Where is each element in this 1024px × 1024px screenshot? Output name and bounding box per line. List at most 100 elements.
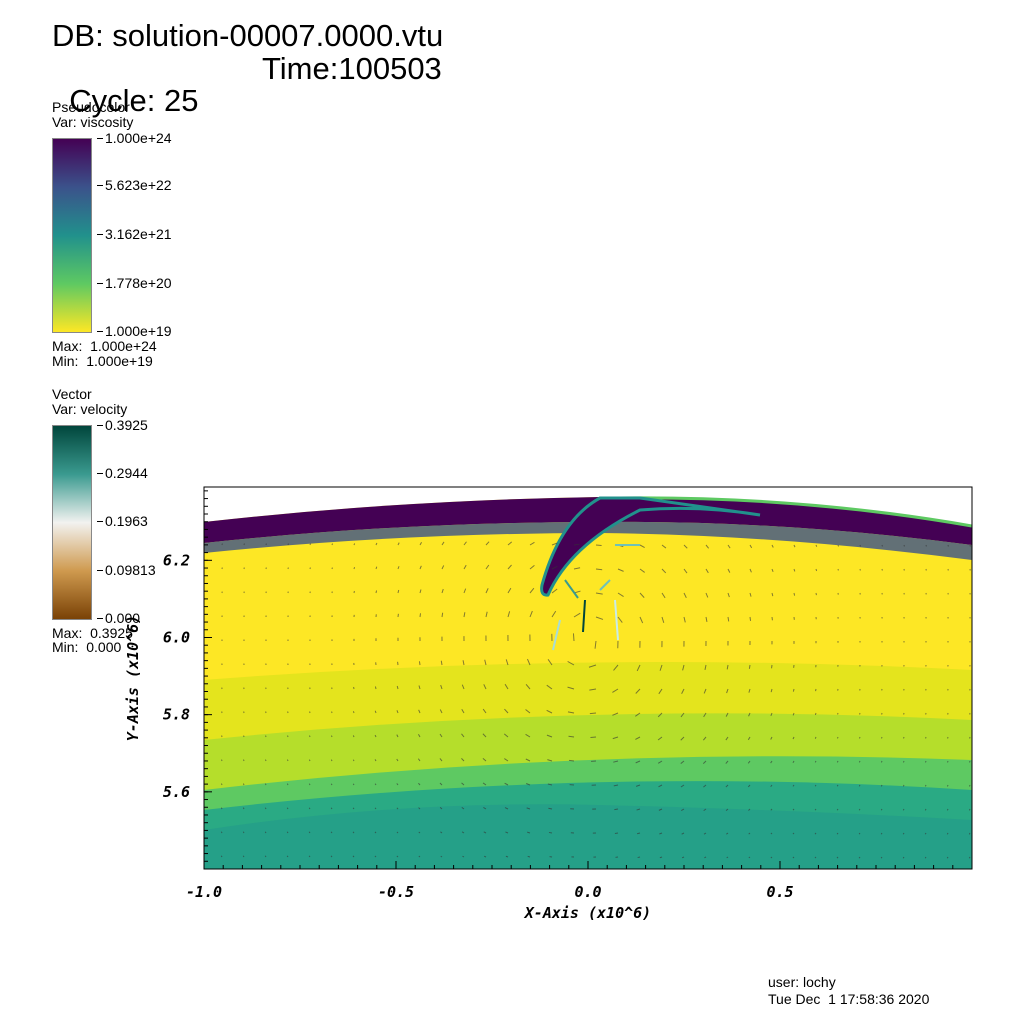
viscosity-colorbar [52, 138, 92, 333]
velocity-glyph [858, 784, 861, 787]
velocity-glyph [525, 709, 531, 714]
velocity-glyph [419, 565, 422, 570]
velocity-glyph [505, 831, 509, 834]
velocity-glyph [264, 831, 267, 834]
velocity-glyph [725, 808, 729, 811]
velocity-glyph [792, 856, 795, 859]
velocity-glyph [352, 759, 355, 762]
velocity-glyph [461, 806, 465, 810]
velocity-glyph [441, 612, 444, 618]
velocity-glyph [639, 568, 645, 573]
velocity-glyph [748, 712, 751, 717]
velocity-glyph [924, 784, 927, 787]
velocity-glyph [836, 808, 839, 811]
y-tick-label: 6.0 [163, 628, 190, 646]
velocity-glyph [946, 832, 949, 835]
velocity-tick: 0.09813 [97, 562, 156, 578]
velocity-glyph [507, 587, 512, 594]
velocity-glyph [680, 736, 685, 741]
velocity-glyph [220, 807, 223, 810]
velocity-glyph [636, 832, 641, 835]
lithosphere-transition [204, 521, 972, 560]
velocity-glyph [748, 808, 751, 811]
velocity-glyph [485, 611, 488, 618]
velocity-glyph [658, 688, 663, 695]
velocity-glyph [374, 710, 377, 714]
velocity-glyph [681, 688, 685, 694]
viscosity-tick: 1.778e+20 [97, 275, 172, 291]
velocity-glyph [814, 760, 817, 763]
velocity-glyph [546, 709, 553, 714]
velocity-glyph [526, 658, 531, 666]
velocity-glyph [814, 712, 817, 716]
velocity-glyph [589, 688, 597, 691]
velocity-glyph [242, 855, 245, 858]
velocity-glyph [589, 712, 597, 715]
velocity-glyph [242, 831, 245, 834]
velocity-glyph [546, 734, 553, 738]
velocity-glyph [526, 807, 531, 810]
velocity-glyph [547, 783, 553, 786]
velocity-glyph [396, 758, 399, 762]
velocity-glyph [482, 758, 487, 762]
velocity-glyph [374, 783, 377, 786]
velocity-glyph [727, 616, 730, 622]
velocity-glyph [374, 759, 377, 762]
velocity-glyph [657, 736, 663, 741]
velocity-glyph [308, 855, 311, 858]
velocity-glyph [503, 733, 509, 738]
velocity-glyph [352, 807, 355, 810]
velocity-glyph [902, 856, 905, 859]
velocity-glyph [748, 688, 751, 693]
velocity-glyph [504, 683, 509, 690]
velocity-glyph [902, 832, 905, 835]
velocity-glyph [463, 612, 466, 618]
velocity-glyph [727, 568, 731, 573]
velocity-glyph [242, 783, 245, 786]
velocity-glyph [925, 760, 927, 763]
velocity-glyph [461, 708, 465, 714]
velocity-glyph [770, 784, 773, 787]
velocity-arrow [599, 579, 611, 591]
velocity-glyph [567, 661, 575, 666]
velocity-glyph [727, 544, 731, 549]
velocity-glyph [526, 783, 531, 786]
velocity-glyph [836, 856, 839, 859]
velocity-glyph [396, 734, 399, 738]
velocity-glyph [792, 808, 795, 811]
viscosity-tick: 3.162e+21 [97, 226, 172, 242]
velocity-glyph [418, 709, 421, 714]
velocity-glyph [836, 760, 839, 763]
velocity-glyph [374, 686, 377, 690]
velocity-glyph [265, 759, 267, 762]
velocity-glyph [548, 831, 553, 834]
velocity-glyph [440, 684, 443, 690]
mantle-deepest-region [204, 804, 972, 869]
velocity-glyph [705, 544, 710, 549]
velocity-glyph [417, 734, 421, 738]
velocity-glyph [352, 855, 355, 858]
velocity-glyph [924, 832, 927, 835]
velocity-glyph [770, 808, 773, 811]
velocity-glyph [242, 807, 245, 810]
velocity-glyph [397, 542, 400, 546]
velocity-glyph [264, 783, 267, 786]
velocity-glyph [924, 808, 927, 811]
velocity-glyph [635, 712, 641, 717]
velocity-glyph [748, 856, 751, 859]
velocity-glyph [793, 568, 796, 572]
velocity-glyph [880, 784, 883, 787]
velocity-glyph [462, 855, 465, 858]
velocity-glyph [792, 760, 795, 764]
velocity-glyph [858, 760, 861, 763]
velocity-glyph [703, 688, 707, 694]
velocity-glyph [463, 588, 467, 594]
velocity-glyph [548, 807, 553, 810]
velocity-glyph [569, 759, 575, 762]
velocity-glyph [946, 784, 949, 787]
velocity-glyph [683, 544, 688, 549]
velocity-glyph [588, 664, 597, 668]
velocity-glyph [614, 808, 619, 811]
velocity-tick: 0.000 [96, 610, 141, 626]
velocity-glyph [836, 736, 839, 739]
